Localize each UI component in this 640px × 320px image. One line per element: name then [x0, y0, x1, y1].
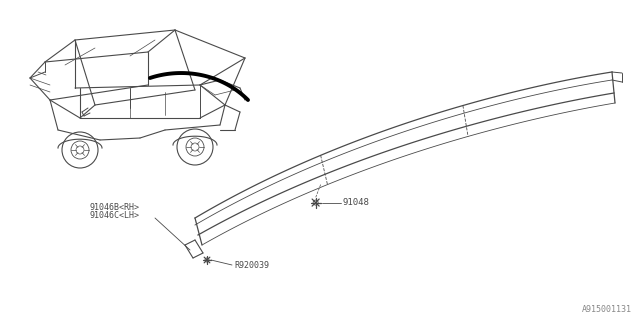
Text: R920039: R920039: [234, 260, 269, 269]
Text: 91048: 91048: [342, 198, 369, 207]
Text: 91046C<LH>: 91046C<LH>: [90, 211, 140, 220]
Text: A915001131: A915001131: [582, 305, 632, 314]
Text: 91046B<RH>: 91046B<RH>: [90, 203, 140, 212]
